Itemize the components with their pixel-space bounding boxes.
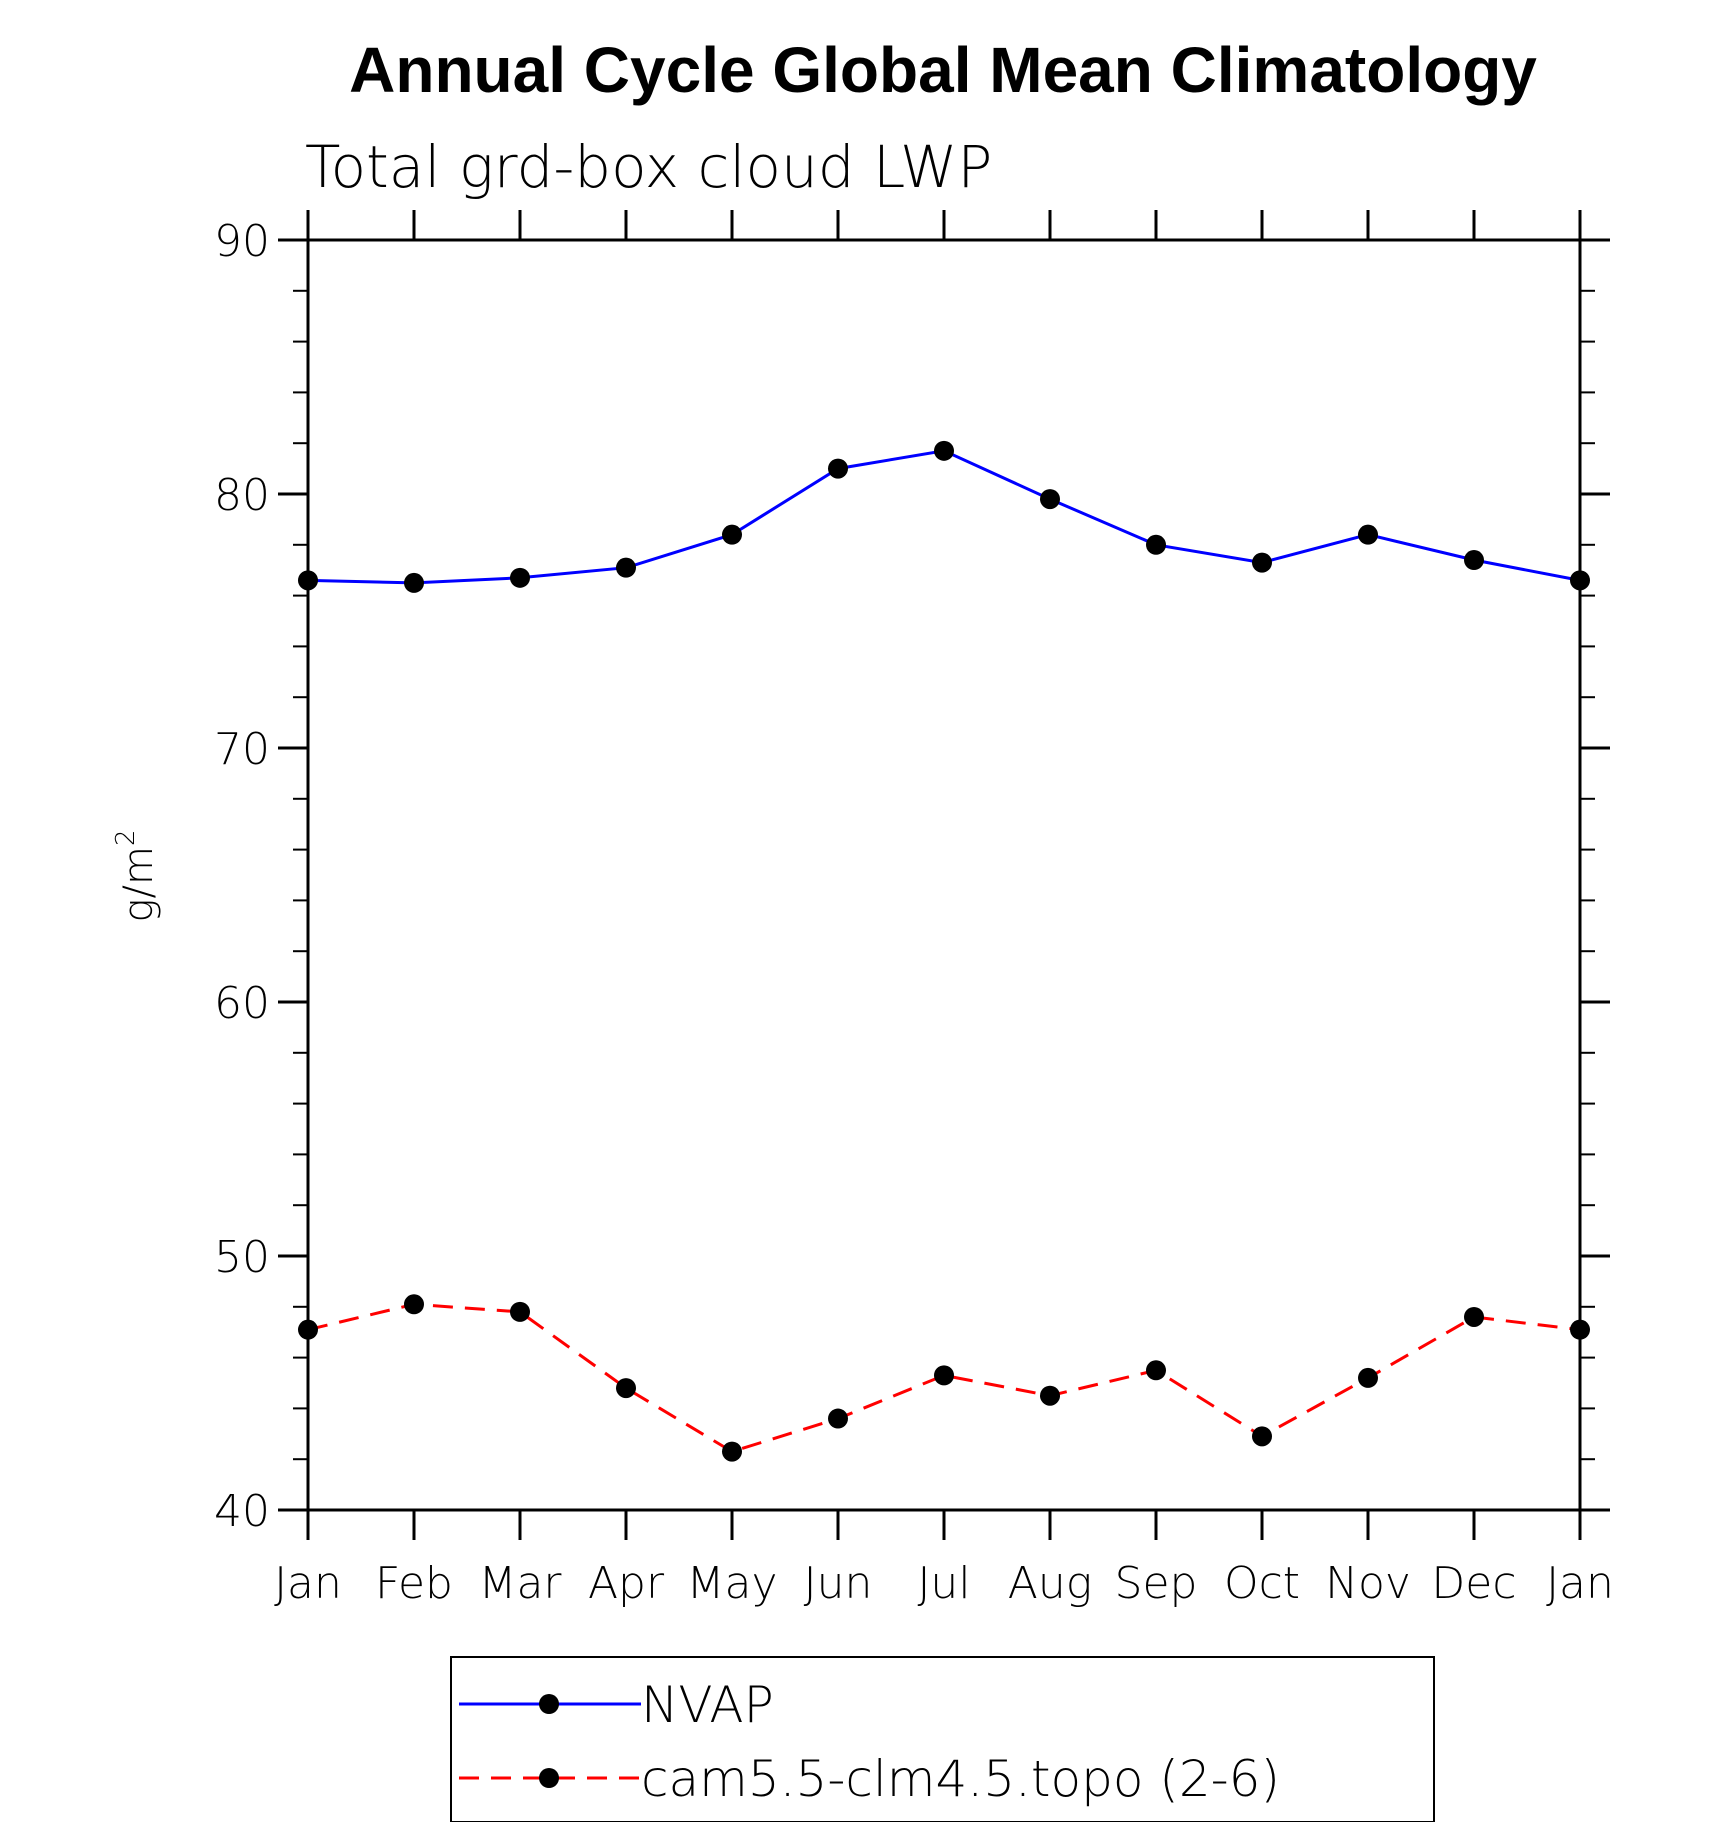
data-point — [934, 1365, 954, 1386]
y-axis-label-unit: g/m — [116, 846, 162, 922]
x-tick-label: Jan — [274, 1558, 342, 1609]
series-layer — [298, 440, 1590, 1462]
x-tick-label: Dec — [1431, 1558, 1516, 1609]
y-axis-label-exponent: 2 — [111, 830, 141, 847]
data-point — [828, 1408, 848, 1429]
x-tick-label: Oct — [1224, 1558, 1300, 1609]
data-point — [616, 1378, 636, 1399]
y-tick-label: 90 — [214, 216, 270, 267]
series-1 — [298, 1294, 1590, 1462]
data-point — [722, 1441, 742, 1462]
legend-label-cam: cam5.5-clm4.5.topo (2-6) — [641, 1750, 1280, 1808]
chart-subtitle: Total grd-box cloud LWP — [305, 133, 992, 201]
data-point — [934, 440, 954, 461]
data-point — [1464, 550, 1484, 571]
x-tick-label: Sep — [1115, 1558, 1198, 1609]
y-axis-ticks: 40 50 60 70 80 90 — [214, 216, 1610, 1537]
data-point — [298, 1319, 318, 1340]
x-tick-label: Feb — [375, 1558, 453, 1609]
y-tick-label: 60 — [214, 978, 270, 1029]
data-point — [1464, 1306, 1484, 1327]
x-tick-label: Aug — [1008, 1558, 1092, 1609]
data-point — [298, 570, 318, 591]
y-tick-label: 40 — [214, 1486, 270, 1537]
x-tick-label: Jan — [1546, 1558, 1614, 1609]
y-tick-label: 80 — [214, 470, 270, 521]
data-point — [1252, 1426, 1272, 1447]
data-point — [828, 458, 848, 479]
legend-marker-cam — [539, 1768, 559, 1788]
data-point — [616, 557, 636, 578]
data-point — [1570, 1319, 1590, 1340]
legend-marker-nvap — [539, 1694, 559, 1714]
data-point — [1146, 1360, 1166, 1381]
x-tick-label: Jul — [917, 1558, 970, 1609]
data-point — [510, 567, 530, 588]
data-point — [1570, 570, 1590, 591]
data-point — [404, 1294, 424, 1315]
y-tick-label: 70 — [214, 724, 270, 775]
x-axis-ticks: Jan Feb Mar Apr May Jun Jul Aug Sep Oct Nov Dec Jan — [274, 210, 1614, 1609]
data-point — [1358, 524, 1378, 545]
data-point — [404, 572, 424, 593]
x-tick-label: Mar — [478, 1558, 562, 1609]
x-tick-label: Jun — [804, 1558, 873, 1609]
data-point — [1146, 534, 1166, 555]
legend-box — [450, 1656, 1435, 1822]
chart-title: Annual Cycle Global Mean Climatology — [349, 34, 1537, 106]
data-point — [1358, 1367, 1378, 1388]
data-point — [1252, 552, 1272, 573]
plot-frame — [306, 238, 1582, 1512]
x-tick-label: Nov — [1325, 1558, 1411, 1609]
data-point — [1040, 489, 1060, 510]
data-point — [1040, 1385, 1060, 1406]
legend-label-nvap: NVAP — [641, 1676, 774, 1734]
series-0 — [298, 440, 1590, 593]
y-tick-label: 50 — [214, 1232, 270, 1283]
data-point — [510, 1301, 530, 1322]
legend: NVAP cam5.5-clm4.5.topo (2-6) — [450, 1656, 1435, 1822]
x-tick-label: May — [687, 1558, 778, 1609]
x-tick-label: Apr — [588, 1558, 665, 1609]
series-line — [307, 449, 1581, 585]
y-axis-label: g/m2 — [111, 830, 162, 923]
data-point — [722, 524, 742, 545]
